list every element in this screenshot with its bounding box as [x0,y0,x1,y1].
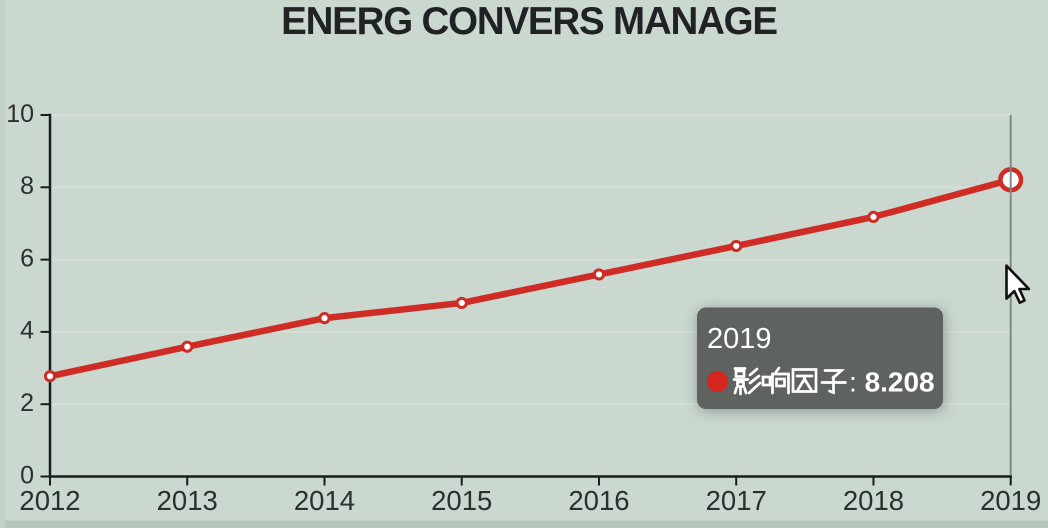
svg-text:2013: 2013 [157,485,218,516]
svg-text:: 8.208: : 8.208 [849,367,935,398]
svg-text:2016: 2016 [568,485,629,516]
svg-text:10: 10 [6,100,34,128]
svg-text:8: 8 [20,172,34,200]
svg-text:2: 2 [20,389,34,417]
svg-text:2019: 2019 [980,485,1041,516]
svg-text:2018: 2018 [843,485,904,516]
svg-text:2015: 2015 [431,485,492,516]
svg-text:0: 0 [20,461,34,489]
svg-text:4: 4 [20,317,34,345]
svg-text:6: 6 [20,244,34,272]
svg-text:2017: 2017 [706,485,767,516]
svg-text:ENERG CONVERS MANAGE: ENERG CONVERS MANAGE [281,0,777,43]
svg-text:2012: 2012 [19,485,80,516]
svg-text:2019: 2019 [707,323,772,355]
svg-text:2014: 2014 [294,485,355,516]
